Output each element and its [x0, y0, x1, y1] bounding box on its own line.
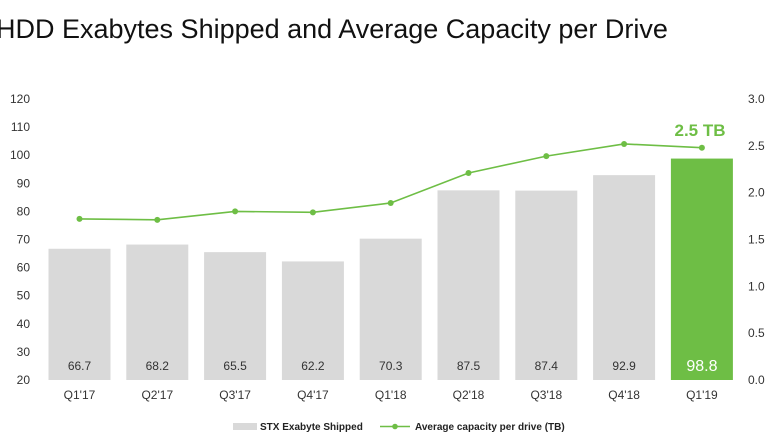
bar-value-label: 62.2: [301, 359, 325, 373]
category-label: Q2'18: [453, 388, 485, 402]
line-point: [698, 144, 705, 151]
legend-bar-label: STX Exabyte Shipped: [260, 422, 363, 433]
line-point: [543, 153, 550, 160]
bar: [204, 252, 267, 380]
bar: [126, 244, 189, 380]
left-tick-label: 30: [17, 345, 31, 359]
bar-value-label: 68.2: [146, 359, 170, 373]
bar: [437, 190, 500, 380]
chart-title: HDD Exabytes Shipped and Average Capacit…: [0, 14, 668, 44]
bar-value-label: 70.3: [379, 359, 403, 373]
left-tick-label: 110: [11, 120, 30, 134]
category-label: Q2'17: [141, 388, 173, 402]
capacity-callout: 2.5 TB: [674, 121, 725, 140]
bar-series: 66.7 68.2 65.5 62.2 70.3 87.5 87.4 92.9 98.8: [48, 158, 733, 380]
bar: [48, 248, 111, 380]
left-tick-label: 70: [17, 233, 31, 247]
category-label: Q3'18: [530, 388, 562, 402]
legend: STX Exabyte Shipped Average capacity per…: [233, 422, 565, 433]
line-point: [154, 216, 161, 223]
category-label: Q1'19: [686, 388, 718, 402]
line-point: [232, 208, 239, 215]
category-label: Q1'17: [64, 388, 96, 402]
category-label: Q3'17: [219, 388, 251, 402]
line-point: [387, 199, 394, 206]
left-tick-label: 120: [10, 92, 30, 106]
left-tick-label: 100: [10, 148, 30, 162]
bar-value-label: 87.4: [535, 359, 559, 373]
bar-value-label: 87.5: [457, 359, 481, 373]
bar: [281, 261, 344, 380]
left-tick-label: 40: [17, 317, 31, 331]
right-tick-label: 0.0: [748, 373, 765, 387]
left-tick-label: 60: [17, 261, 31, 275]
left-tick-label: 80: [17, 204, 31, 218]
right-tick-label: 3.0: [748, 92, 765, 106]
legend-line-label: Average capacity per drive (TB): [415, 422, 565, 433]
bar: [670, 158, 733, 380]
bar-value-label: 66.7: [68, 359, 92, 373]
category-label: Q1'18: [375, 388, 407, 402]
right-axis: 3.0 2.5 2.0 1.5 1.0 0.5 0.0: [748, 92, 765, 387]
right-tick-label: 1.5: [748, 233, 765, 247]
bar: [515, 190, 578, 380]
legend-line-marker: [392, 423, 398, 430]
category-label: Q4'18: [608, 388, 640, 402]
right-tick-label: 2.0: [748, 186, 765, 200]
line-point: [621, 140, 628, 147]
right-tick-label: 0.5: [748, 326, 765, 340]
left-tick-label: 90: [17, 176, 31, 190]
left-tick-label: 50: [17, 289, 31, 303]
bar-value-label: 98.8: [686, 358, 717, 375]
category-axis: Q1'17 Q2'17 Q3'17 Q4'17 Q1'18 Q2'18 Q3'18 Q4'18…: [64, 388, 718, 402]
right-tick-label: 1.0: [748, 279, 765, 293]
bar: [593, 175, 656, 380]
line-point: [309, 209, 316, 216]
left-tick-label: 20: [17, 373, 31, 387]
right-tick-label: 2.5: [748, 139, 765, 153]
category-label: Q4'17: [297, 388, 329, 402]
bar-value-label: 65.5: [223, 359, 247, 373]
left-axis: 120 110 100 90 80 70 60 50 40 30 20: [10, 92, 30, 387]
legend-bar-swatch: [233, 423, 257, 430]
bar: [359, 238, 422, 380]
line-point: [76, 215, 83, 222]
bar-value-label: 92.9: [612, 359, 636, 373]
line-point: [465, 169, 472, 176]
line-series: [76, 140, 705, 223]
